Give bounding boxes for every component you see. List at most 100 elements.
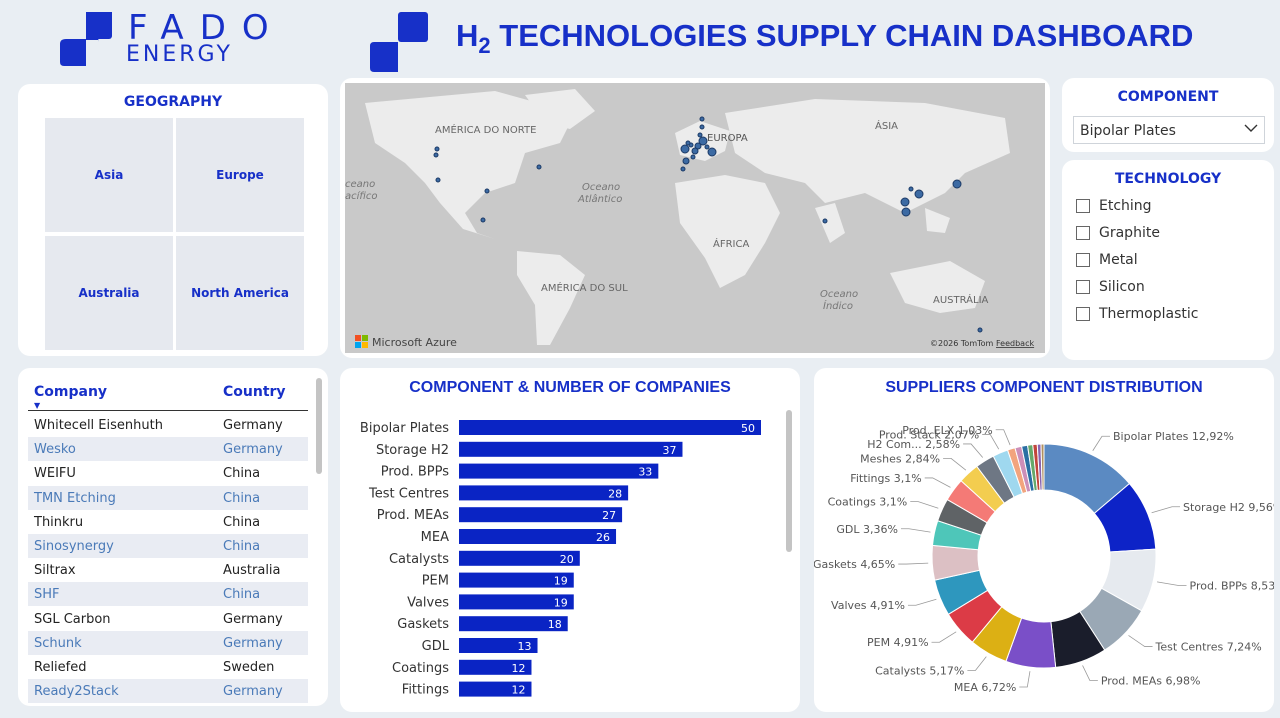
bar[interactable] xyxy=(459,463,659,479)
table-row[interactable]: Whitecell Eisenhuth Germany xyxy=(28,413,308,437)
cell-country: Australia xyxy=(223,563,281,579)
bar[interactable] xyxy=(459,441,683,457)
table-row[interactable]: Ready2Stack Germany xyxy=(28,679,308,704)
tech-option-etching[interactable]: Etching xyxy=(1076,196,1152,216)
column-header-company[interactable]: Company xyxy=(34,384,108,400)
bar[interactable] xyxy=(459,507,623,523)
map-card: AMÉRICA DO NORTE EUROPA ÁSIA ÁFRICA AMÉR… xyxy=(340,78,1050,358)
cell-company: Wesko xyxy=(34,442,76,458)
donut-slice-label: Valves 4,91% xyxy=(831,599,905,612)
donut-slice-label: H2 Com... 2,58% xyxy=(867,438,960,451)
bar-value-label: 50 xyxy=(741,422,755,435)
header-divider xyxy=(28,410,308,411)
geo-tile-europe[interactable]: Europe xyxy=(176,118,304,232)
bar-chart-card: COMPONENT & NUMBER OF COMPANIES Bipolar … xyxy=(340,368,800,712)
table-row[interactable]: Schunk Germany xyxy=(28,630,308,655)
page-title: H2 TECHNOLOGIES SUPPLY CHAIN DASHBOARD xyxy=(456,18,1194,59)
map-provider: Microsoft Azure xyxy=(372,336,457,349)
checkbox[interactable] xyxy=(1076,307,1090,321)
geo-tile-australia[interactable]: Australia xyxy=(45,236,173,350)
bar-chart-scrollbar[interactable] xyxy=(786,410,792,552)
donut-leader-line xyxy=(995,429,1011,446)
bar-category-label: GDL xyxy=(422,639,450,654)
component-title: COMPONENT xyxy=(1117,89,1219,105)
table-row[interactable]: SGL Carbon Germany xyxy=(28,607,308,631)
donut-slice-label: Prod. Stack 2,07% xyxy=(879,428,979,441)
table-row[interactable]: Siltrax Australia xyxy=(28,558,308,582)
cell-country: Germany xyxy=(223,418,283,433)
bar-value-label: 33 xyxy=(638,466,652,479)
bar[interactable] xyxy=(459,681,532,697)
cell-country: Germany xyxy=(223,611,283,627)
cell-company: TMN Etching xyxy=(34,490,116,506)
donut-chart: Bipolar Plates 12,92% Storage H2 9,56% Pro… xyxy=(814,424,1274,694)
bar-chart-title: COMPONENT & NUMBER OF COMPANIES xyxy=(409,379,731,396)
checkbox[interactable] xyxy=(1076,253,1090,267)
donut-leader-line xyxy=(931,631,957,643)
component-select-value: Bipolar Plates xyxy=(1080,123,1176,139)
brand-subtitle: ENERGY xyxy=(126,42,233,67)
map-markers[interactable] xyxy=(433,116,983,333)
checkbox[interactable] xyxy=(1076,199,1090,213)
cell-company: WEIFU xyxy=(34,466,76,482)
donut-slice-label: Storage H2 9,56% xyxy=(1183,501,1274,514)
table-row[interactable]: WEIFU China xyxy=(28,461,308,485)
bar[interactable] xyxy=(459,616,568,632)
table-row[interactable]: Thinkru China xyxy=(28,510,308,534)
tech-option-graphite[interactable]: Graphite xyxy=(1076,223,1160,243)
bar-category-label: Fittings xyxy=(402,683,449,698)
map-label-africa: ÁFRICA xyxy=(713,237,749,250)
checkbox[interactable] xyxy=(1076,280,1090,294)
bar-category-label: Test Centres xyxy=(368,486,449,501)
bar[interactable] xyxy=(459,638,538,653)
geo-tile-north-america[interactable]: North America xyxy=(176,236,304,350)
bar-category-label: Storage H2 xyxy=(376,443,449,458)
donut-slice[interactable] xyxy=(1040,443,1045,491)
bar[interactable] xyxy=(459,485,629,501)
donut-leader-line xyxy=(900,528,931,533)
donut-slice-label: Test Centres 7,24% xyxy=(1155,640,1262,653)
donut-leader-line xyxy=(967,656,987,671)
checkbox[interactable] xyxy=(1076,226,1090,240)
bar-value-label: 19 xyxy=(554,575,568,588)
table-row[interactable]: TMN Etching China xyxy=(28,485,308,510)
bar[interactable] xyxy=(459,420,761,435)
bar[interactable] xyxy=(459,572,574,588)
donut-leader-line xyxy=(924,477,951,488)
bar-category-label: MEA xyxy=(421,530,449,545)
bar[interactable] xyxy=(459,529,617,544)
geo-tile-asia[interactable]: Asia xyxy=(45,118,173,232)
bar-value-label: 37 xyxy=(662,444,676,457)
column-header-country[interactable]: Country xyxy=(223,384,286,400)
bar[interactable] xyxy=(459,659,532,675)
bar-category-label: Gaskets xyxy=(397,617,449,632)
donut-slice-label: Gaskets 4,65% xyxy=(814,558,895,571)
table-row[interactable]: Sinosynergy China xyxy=(28,534,308,558)
cell-company: SHF xyxy=(34,587,60,603)
bar-category-label: Valves xyxy=(407,595,449,610)
dashboard-logo-icon xyxy=(370,12,428,72)
table-scrollbar[interactable] xyxy=(316,378,322,474)
table-row[interactable]: Wesko Germany xyxy=(28,437,308,462)
table-row[interactable]: Reliefed Sweden xyxy=(28,655,308,679)
technology-card: TECHNOLOGY Etching Graphite Metal Silico… xyxy=(1062,160,1274,360)
tech-option-silicon[interactable]: Silicon xyxy=(1076,277,1145,297)
map-label-south-america: AMÉRICA DO SUL xyxy=(541,281,628,294)
component-select[interactable]: Bipolar Plates xyxy=(1073,116,1265,144)
bar-value-label: 28 xyxy=(608,487,622,500)
bar-value-label: 13 xyxy=(518,640,532,653)
map-feedback-link[interactable]: Feedback xyxy=(996,339,1034,348)
donut-chart-title: SUPPLIERS COMPONENT DISTRIBUTION xyxy=(885,379,1203,396)
bar-category-label: PEM xyxy=(422,574,449,589)
map-label-atlantic-1: Oceano xyxy=(582,182,620,193)
cell-country: Germany xyxy=(223,684,283,700)
bar[interactable] xyxy=(459,594,574,610)
tech-option-metal[interactable]: Metal xyxy=(1076,250,1138,270)
bar[interactable] xyxy=(459,550,580,566)
table-row[interactable]: SHF China xyxy=(28,582,308,607)
cell-country: China xyxy=(223,587,261,603)
world-map[interactable]: AMÉRICA DO NORTE EUROPA ÁSIA ÁFRICA AMÉR… xyxy=(345,83,1045,353)
bar-category-label: Catalysts xyxy=(389,552,449,567)
tech-option-thermoplastic[interactable]: Thermoplastic xyxy=(1076,304,1198,324)
brand-name: FADO xyxy=(128,8,285,48)
